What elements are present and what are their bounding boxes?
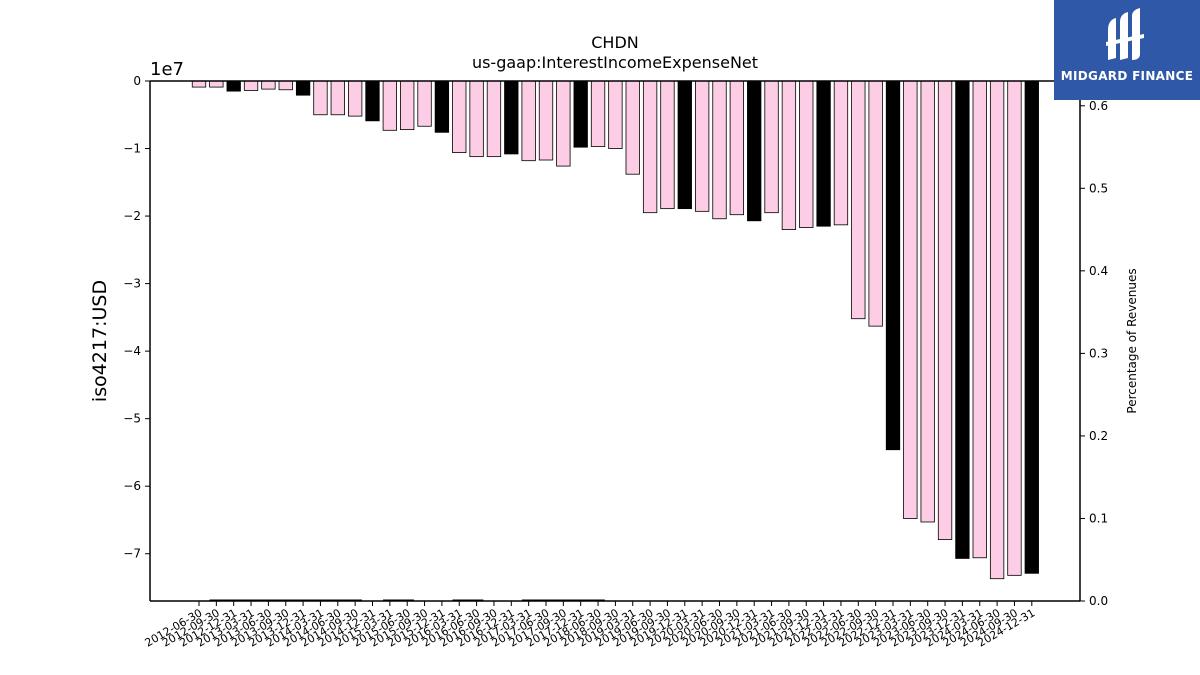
bar-2021-09-30 bbox=[799, 80, 814, 228]
bar-2022-06-30 bbox=[851, 80, 866, 320]
bar-2013-09-30 bbox=[278, 80, 293, 91]
chart-title: CHDN bbox=[591, 33, 639, 52]
bars-group bbox=[191, 80, 1039, 580]
bar-2021-03-31 bbox=[764, 80, 779, 214]
logo-text: MIDGARD FINANCE bbox=[1060, 69, 1194, 83]
bar-2022-09-30 bbox=[868, 80, 883, 327]
bar-2016-03-31 bbox=[452, 80, 467, 153]
bar-2020-12-31 bbox=[747, 80, 762, 222]
y2-tick-label: 0.4 bbox=[1089, 264, 1108, 278]
y2-axis-label: Percentage of Revenues bbox=[1125, 268, 1139, 413]
bar-2018-06-30 bbox=[590, 80, 606, 147]
bar-2016-12-31 bbox=[504, 80, 519, 155]
y2-tick-label: 0.6 bbox=[1089, 99, 1108, 113]
y-offset-text: 1e7 bbox=[150, 59, 184, 80]
y-tick-label: −7 bbox=[123, 547, 141, 561]
bar-2017-06-30 bbox=[538, 80, 554, 161]
axes-group: 0−1−2−3−4−5−6−70.00.10.20.30.40.50.62012… bbox=[123, 74, 1108, 650]
bar-2023-06-30 bbox=[920, 80, 935, 523]
bar-2016-06-30 bbox=[469, 80, 484, 158]
bar-2013-12-31 bbox=[295, 80, 311, 96]
bar-2019-06-30 bbox=[642, 80, 658, 214]
bar-2015-03-31 bbox=[382, 80, 398, 131]
bar-2014-03-31 bbox=[313, 80, 328, 116]
bar-2024-12-31 bbox=[1024, 80, 1039, 574]
y2-tick-label: 0.5 bbox=[1089, 181, 1108, 195]
bar-2018-09-30 bbox=[608, 80, 623, 149]
bar-2019-12-31 bbox=[677, 80, 692, 210]
y-tick-label: −6 bbox=[123, 479, 141, 493]
bar-2016-09-30 bbox=[486, 80, 502, 158]
bar-2024-06-30 bbox=[989, 80, 1005, 580]
bar-2023-12-31 bbox=[955, 80, 970, 559]
bar-2019-09-30 bbox=[660, 80, 675, 210]
bar-2015-12-31 bbox=[434, 80, 450, 133]
y2-tick-label: 0.2 bbox=[1089, 429, 1108, 443]
y-tick-label: −1 bbox=[123, 142, 141, 156]
bar-2022-12-31 bbox=[885, 80, 901, 451]
bar-2012-12-31 bbox=[226, 80, 241, 92]
bar-2023-03-31 bbox=[903, 80, 918, 520]
y-tick-label: 0 bbox=[133, 74, 141, 88]
bar-2024-03-31 bbox=[972, 80, 987, 559]
bar-2012-06-30 bbox=[191, 80, 207, 88]
bar-2015-09-30 bbox=[417, 80, 432, 127]
bar-2014-09-30 bbox=[347, 80, 363, 117]
bar-2023-09-30 bbox=[937, 80, 953, 540]
bar-2012-09-30 bbox=[209, 80, 224, 88]
bar-2017-09-30 bbox=[556, 80, 571, 167]
bar-2020-09-30 bbox=[729, 80, 744, 216]
bar-2017-12-31 bbox=[573, 80, 588, 148]
bar-2013-06-30 bbox=[261, 80, 276, 90]
y-axis-label: iso4217:USD bbox=[89, 280, 111, 402]
bar-2020-03-31 bbox=[695, 80, 710, 212]
y-tick-label: −3 bbox=[123, 277, 141, 291]
bar-2021-12-31 bbox=[816, 80, 831, 227]
y-tick-label: −4 bbox=[123, 344, 141, 358]
y2-tick-label: 0.3 bbox=[1089, 346, 1108, 360]
bar-2013-03-31 bbox=[243, 80, 259, 91]
midgard-logo-icon bbox=[1106, 8, 1144, 60]
bar-2015-06-30 bbox=[400, 80, 415, 131]
bar-2021-06-30 bbox=[781, 80, 797, 230]
bar-2017-03-31 bbox=[521, 80, 536, 162]
bar-2020-06-30 bbox=[712, 80, 727, 220]
bar-2014-12-31 bbox=[365, 80, 380, 122]
bar-2014-06-30 bbox=[330, 80, 345, 116]
y-tick-label: −2 bbox=[123, 209, 141, 223]
chart-subtitle: us-gaap:InterestIncomeExpenseNet bbox=[472, 53, 758, 72]
bar-2019-03-31 bbox=[625, 80, 640, 175]
bar-2024-09-30 bbox=[1007, 80, 1022, 576]
y2-tick-label: 0.1 bbox=[1089, 511, 1108, 525]
midgard-finance-logo: MIDGARD FINANCE bbox=[1054, 0, 1200, 100]
y2-tick-label: 0.0 bbox=[1089, 594, 1108, 608]
y-tick-label: −5 bbox=[123, 412, 141, 426]
bar-2022-03-31 bbox=[833, 80, 849, 226]
